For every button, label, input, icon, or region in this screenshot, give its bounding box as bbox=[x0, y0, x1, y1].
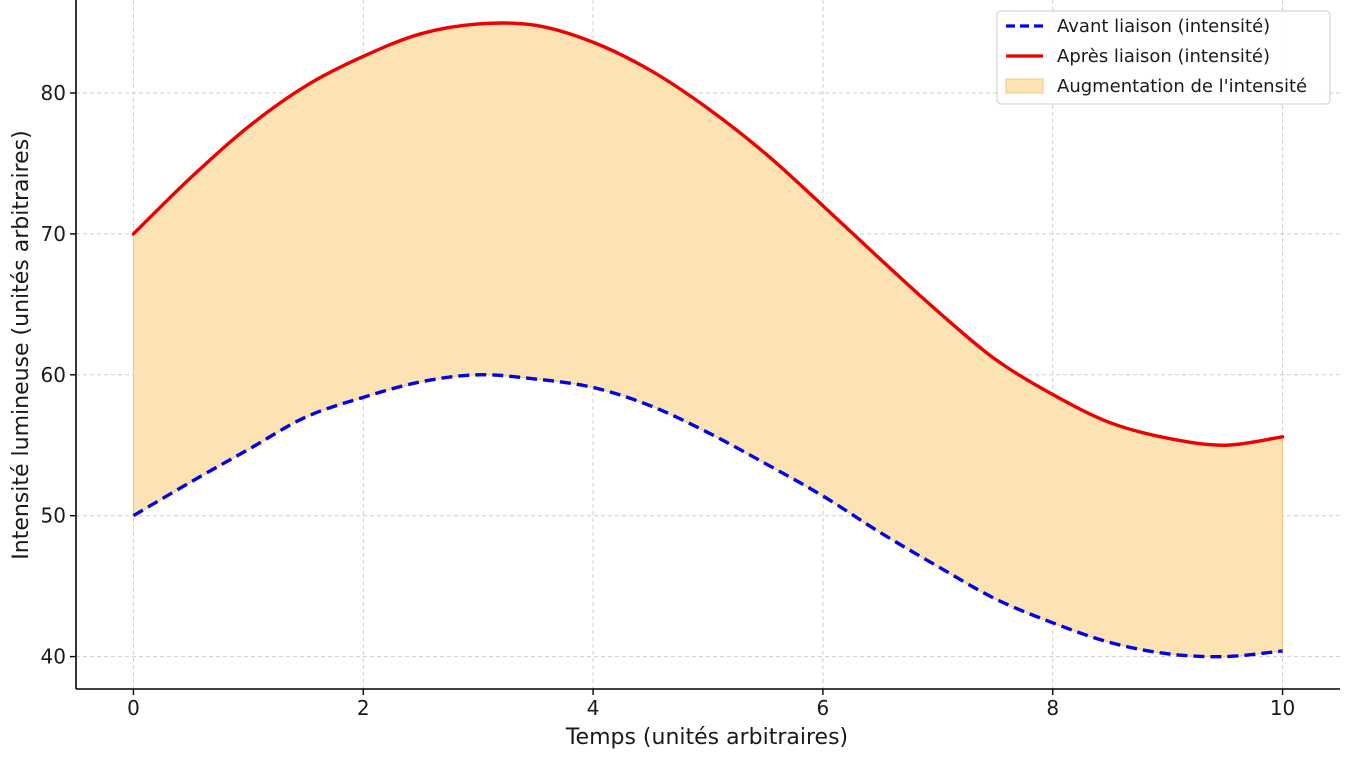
legend: Avant liaison (intensité) Après liaison … bbox=[996, 10, 1331, 105]
legend-label-avant: Avant liaison (intensité) bbox=[1057, 16, 1270, 37]
legend-label-apres: Après liaison (intensité) bbox=[1057, 46, 1270, 67]
ticks-layer: 0 2 4 6 8 10 40 50 60 70 80 bbox=[41, 81, 1296, 720]
legend-swatch-fill bbox=[1005, 78, 1044, 94]
x-tick-label: 6 bbox=[817, 696, 830, 720]
x-tick-label: 10 bbox=[1270, 696, 1295, 720]
series-layer bbox=[131, 21, 1285, 659]
series-line-apres bbox=[131, 21, 1285, 447]
fill-layer bbox=[132, 22, 1284, 658]
y-axis-title: Intensité lumineuse (unités arbitraires) bbox=[9, 130, 34, 559]
series-line-avant bbox=[132, 373, 1283, 659]
axes-layer bbox=[75, 0, 1340, 690]
x-tick-label: 4 bbox=[587, 696, 600, 720]
y-tick-label: 60 bbox=[41, 363, 66, 387]
fill-area-augmentation bbox=[132, 22, 1284, 658]
legend-label-fill: Augmentation de l'intensité bbox=[1057, 76, 1307, 97]
x-tick-label: 8 bbox=[1046, 696, 1059, 720]
y-tick-label: 80 bbox=[41, 81, 66, 105]
y-tick-label: 40 bbox=[41, 645, 66, 669]
legend-box bbox=[996, 10, 1331, 105]
y-tick-label: 50 bbox=[41, 504, 66, 528]
x-tick-label: 2 bbox=[357, 696, 370, 720]
x-tick-label: 0 bbox=[127, 696, 140, 720]
x-axis-title: Temps (unités arbitraires) bbox=[565, 725, 848, 750]
y-tick-label: 70 bbox=[41, 222, 66, 246]
